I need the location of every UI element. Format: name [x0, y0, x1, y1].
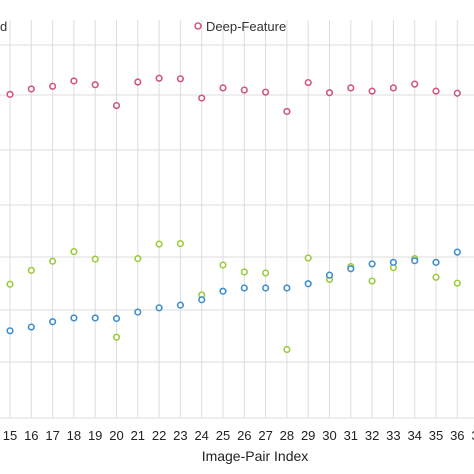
data-point — [283, 284, 291, 292]
data-point — [262, 88, 270, 96]
data-point — [325, 271, 334, 279]
data-point — [6, 90, 14, 98]
data-point — [112, 101, 121, 110]
data-point — [27, 85, 35, 93]
data-point — [453, 248, 461, 256]
data-point — [389, 258, 398, 266]
data-point — [347, 84, 355, 92]
data-point — [283, 345, 291, 354]
data-point — [198, 94, 206, 102]
data-point — [112, 333, 121, 341]
data-point — [70, 248, 78, 256]
data-point — [48, 318, 57, 326]
data-point — [219, 287, 227, 295]
data-point — [432, 87, 440, 95]
x-tick-label: 21 — [131, 428, 145, 443]
data-point — [219, 261, 227, 269]
data-point — [134, 254, 142, 263]
data-point — [262, 269, 270, 277]
x-tick-label: 37 — [471, 428, 474, 443]
x-tick-label: 23 — [173, 428, 187, 443]
data-point — [91, 255, 99, 263]
x-tick-label: 24 — [194, 428, 208, 443]
x-tick-label: 22 — [152, 428, 166, 443]
series-unnamed-1 — [6, 239, 461, 354]
data-series — [6, 74, 461, 354]
x-tick-label: 36 — [450, 428, 464, 443]
data-point — [6, 280, 14, 288]
data-point — [134, 308, 142, 316]
x-tick-label: 20 — [109, 428, 123, 443]
data-point — [262, 284, 270, 292]
x-tick-label: 28 — [280, 428, 294, 443]
x-tick-label: 32 — [365, 428, 379, 443]
x-axis-title: Image-Pair Index — [202, 448, 309, 464]
data-point — [240, 284, 248, 292]
series-unnamed-2 — [6, 248, 461, 335]
legend-label-deep-feature: Deep-Feature — [206, 19, 286, 34]
data-point — [112, 314, 121, 323]
x-tick-label: 25 — [216, 428, 230, 443]
data-point — [283, 107, 291, 116]
x-tick-label: 26 — [237, 428, 251, 443]
data-point — [155, 74, 163, 82]
data-point — [6, 327, 14, 335]
data-point — [453, 89, 461, 97]
series-deep-feature — [6, 74, 461, 116]
data-point — [176, 239, 184, 248]
data-point — [219, 84, 227, 92]
data-point — [48, 82, 57, 90]
data-point — [432, 273, 440, 281]
data-point — [27, 323, 35, 331]
x-tick-label: 19 — [88, 428, 102, 443]
data-point — [155, 240, 163, 248]
x-tick-label: 17 — [45, 428, 59, 443]
data-point — [240, 268, 248, 276]
x-tick-label: 27 — [258, 428, 272, 443]
data-point — [27, 266, 35, 274]
data-point — [453, 279, 461, 287]
x-tick-label: 34 — [407, 428, 421, 443]
data-point — [389, 84, 398, 92]
data-point — [198, 296, 206, 304]
data-point — [368, 277, 376, 285]
x-tick-label: 15 — [3, 428, 17, 443]
x-tick-label: 30 — [322, 428, 336, 443]
data-point — [240, 86, 248, 94]
data-point — [176, 75, 184, 83]
data-point — [368, 260, 376, 268]
legend-label-partial: d — [0, 19, 7, 34]
data-point — [155, 304, 163, 312]
data-point — [432, 258, 440, 266]
data-point — [134, 78, 142, 86]
data-point — [304, 280, 312, 288]
legend: Deep-Feature d — [0, 19, 286, 34]
x-tick-label: 31 — [344, 428, 358, 443]
grid-lines — [0, 20, 474, 419]
x-tick-label: 33 — [386, 428, 400, 443]
data-point — [304, 254, 312, 262]
data-point — [91, 314, 99, 322]
legend-marker-deep-feature — [194, 22, 202, 30]
data-point — [325, 89, 334, 97]
data-point — [70, 314, 78, 322]
x-tick-label: 16 — [24, 428, 38, 443]
x-tick-label: 29 — [301, 428, 315, 443]
data-point — [347, 265, 355, 273]
data-point — [48, 257, 57, 265]
data-point — [70, 77, 78, 85]
data-point — [176, 301, 184, 309]
x-tick-label: 18 — [67, 428, 81, 443]
data-point — [91, 81, 99, 89]
x-tick-label: 35 — [429, 428, 443, 443]
data-point — [304, 78, 312, 87]
data-point — [411, 257, 419, 265]
x-tick-labels: 15 16 17 18 19 20 21 22 23 24 25 26 27 28 29 30 31 32 33 34… — [3, 428, 474, 443]
data-point — [368, 87, 376, 95]
data-point — [411, 80, 419, 88]
